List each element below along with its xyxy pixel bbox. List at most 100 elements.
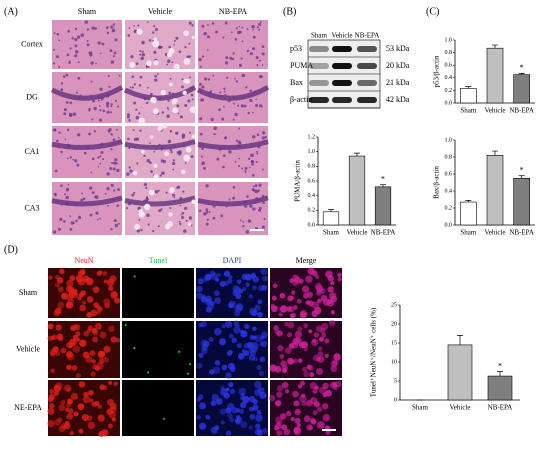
cell [297, 358, 303, 363]
cell [229, 366, 236, 372]
cell [275, 416, 283, 424]
cell [95, 322, 102, 330]
vacuole [153, 60, 159, 66]
cell [71, 365, 78, 371]
cell [108, 285, 114, 291]
nucleus [56, 139, 59, 143]
nucleus [166, 114, 170, 118]
vacuole [150, 135, 154, 139]
cell [223, 280, 229, 287]
nucleus [251, 163, 254, 166]
band [357, 46, 377, 52]
y-tick-label: 0.4 [445, 188, 453, 194]
nucleus [191, 98, 194, 101]
nucleus [241, 26, 244, 29]
nucleus [227, 99, 231, 103]
nucleus [250, 153, 254, 158]
nucleus [107, 129, 111, 133]
nucleus [93, 130, 97, 133]
vacuole [162, 123, 167, 129]
cell [337, 272, 342, 278]
nucleus [161, 111, 164, 114]
cell [315, 367, 324, 375]
cell [236, 279, 242, 284]
nucleus [53, 128, 57, 132]
cell [60, 400, 66, 406]
nucleus [241, 40, 244, 43]
nucleus [178, 152, 182, 156]
cell [86, 328, 92, 333]
vacuole [152, 108, 159, 115]
nucleus [145, 186, 148, 189]
nucleus [251, 188, 255, 192]
cell [196, 415, 201, 420]
cell [124, 324, 127, 327]
nucleus [125, 207, 129, 210]
vacuole [171, 101, 175, 105]
nucleus [254, 226, 257, 229]
nucleus [89, 94, 93, 97]
band [332, 97, 352, 103]
cell [66, 341, 73, 349]
cell [228, 381, 234, 388]
cell [312, 388, 318, 395]
x-tick-label: Sham [460, 229, 477, 237]
nucleus [99, 217, 102, 220]
cell [48, 403, 55, 409]
cell [235, 408, 241, 413]
nucleus [146, 213, 150, 218]
nucleus [227, 202, 230, 205]
cell [214, 425, 220, 430]
nucleus [131, 86, 135, 89]
cell [330, 360, 338, 368]
fluor-image [122, 321, 194, 378]
nucleus [184, 45, 187, 49]
cell [205, 414, 211, 420]
nucleus [105, 101, 110, 106]
nucleus [203, 32, 207, 36]
nucleus [254, 189, 258, 194]
nucleus [243, 204, 248, 208]
nucleus [128, 166, 131, 169]
cell [287, 332, 293, 338]
cell [92, 329, 99, 336]
nucleus [213, 132, 216, 136]
nucleus [173, 196, 176, 199]
nucleus [199, 82, 202, 86]
nucleus [90, 171, 93, 174]
nucleus [64, 193, 67, 196]
panel-label: (D) [4, 244, 18, 255]
nucleus [57, 227, 61, 232]
lane-label: NB-EPA [355, 32, 380, 40]
x-tick-label: Sham [412, 404, 429, 412]
cell [196, 285, 203, 293]
nucleus [75, 219, 78, 223]
y-tick-label: 0.4 [445, 75, 453, 81]
cell [249, 406, 254, 412]
cell [259, 391, 267, 399]
nucleus [118, 74, 121, 77]
nucleus [172, 159, 176, 162]
cell [276, 391, 283, 398]
cell [50, 368, 55, 373]
nucleus [241, 73, 246, 78]
panel-label: (C) [426, 6, 439, 17]
cell [321, 332, 327, 338]
nucleus [131, 193, 135, 197]
nucleus [235, 139, 238, 142]
nucleus [173, 43, 175, 46]
cell [98, 270, 103, 275]
nucleus [109, 167, 113, 170]
y-tick-label: 0.4 [308, 193, 316, 199]
nucleus [240, 57, 243, 60]
nucleus [115, 128, 118, 131]
nucleus [149, 92, 153, 96]
nucleus [223, 105, 225, 108]
nucleus [257, 189, 260, 193]
nucleus [190, 155, 194, 159]
bar [348, 155, 366, 226]
row-label: CA3 [24, 203, 39, 212]
x-tick-label: NB-EPA [509, 229, 534, 237]
nucleus [237, 140, 241, 144]
nucleus [153, 150, 156, 153]
